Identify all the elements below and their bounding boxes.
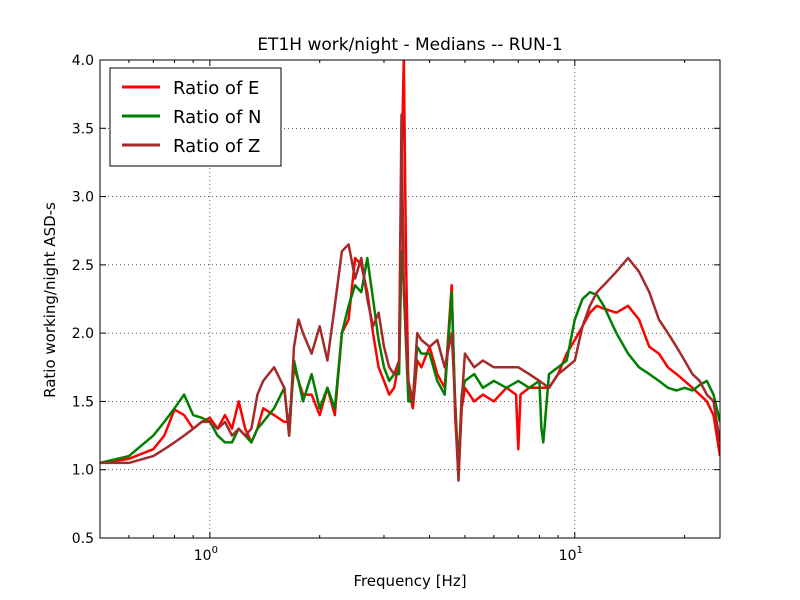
y-tick-label: 4.0: [72, 53, 94, 69]
y-tick-label: 2.0: [72, 326, 94, 342]
x-tick-exponent: 0: [212, 545, 218, 556]
x-axis-label: Frequency [Hz]: [353, 572, 466, 590]
series-lines: [100, 60, 720, 482]
y-axis-label: Ratio working/night ASD-s: [41, 202, 59, 398]
legend-label: Ratio of N: [173, 107, 261, 128]
y-tick-label: 3.0: [72, 190, 94, 206]
series-line-3: [100, 113, 720, 482]
y-tick-label: 2.5: [72, 258, 94, 274]
series-line-2: [100, 249, 720, 471]
y-tick-label: 0.5: [72, 531, 94, 547]
y-tick-label: 1.0: [72, 463, 94, 479]
series-line-1: [100, 60, 720, 478]
plot-frame: [99, 59, 721, 539]
legend-label: Ratio of E: [173, 78, 259, 99]
legend: Ratio of E Ratio of N Ratio of Z: [109, 67, 282, 167]
chart-title: ET1H work/night - Medians -- RUN-1: [257, 35, 562, 55]
x-tick-exponent: 1: [577, 545, 583, 556]
y-tick-label: 3.5: [72, 121, 94, 137]
legend-label: Ratio of Z: [173, 136, 260, 157]
y-tick-label: 1.5: [72, 394, 94, 410]
